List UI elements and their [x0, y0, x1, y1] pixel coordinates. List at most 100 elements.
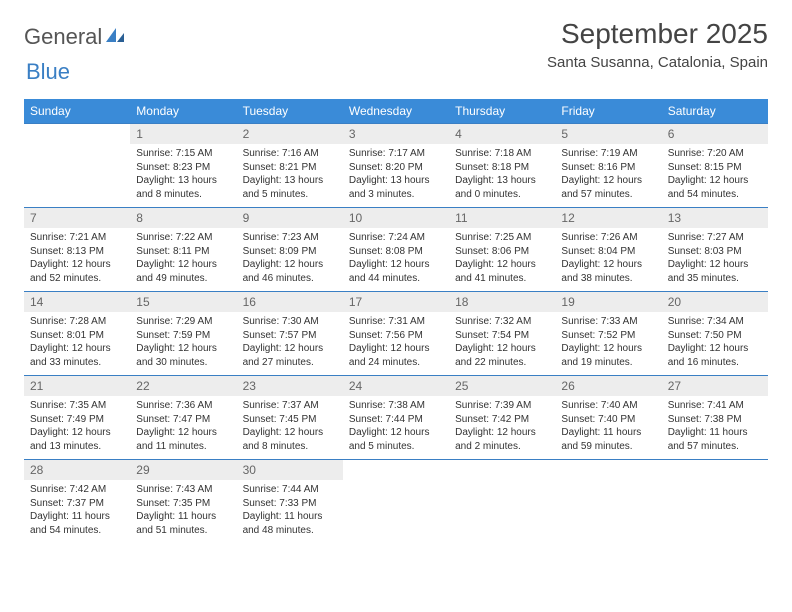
- sunrise-value: 7:39 AM: [495, 400, 532, 411]
- day-cell: .: [555, 460, 661, 544]
- sunset-value: 8:03 PM: [704, 246, 741, 257]
- day-cell: 10Sunrise: 7:24 AMSunset: 8:08 PMDayligh…: [343, 208, 449, 292]
- sunset-label: Sunset:: [136, 246, 173, 257]
- day-content: Sunrise: 7:33 AMSunset: 7:52 PMDaylight:…: [555, 312, 661, 375]
- sunset-label: Sunset:: [561, 246, 598, 257]
- sunrise-label: Sunrise:: [136, 316, 175, 327]
- daylight-label: Daylight:: [349, 427, 391, 438]
- sunset-label: Sunset:: [668, 330, 705, 341]
- daylight-label: Daylight:: [243, 259, 285, 270]
- day-content: Sunrise: 7:18 AMSunset: 8:18 PMDaylight:…: [449, 144, 555, 207]
- sunrise-value: 7:41 AM: [707, 400, 744, 411]
- daylight-label: Daylight:: [349, 343, 391, 354]
- sunset-label: Sunset:: [561, 330, 598, 341]
- sunrise-value: 7:19 AM: [601, 148, 638, 159]
- sunset-label: Sunset:: [30, 414, 67, 425]
- sunrise-label: Sunrise:: [668, 316, 707, 327]
- day-content: Sunrise: 7:37 AMSunset: 7:45 PMDaylight:…: [237, 396, 343, 459]
- day-content: Sunrise: 7:23 AMSunset: 8:09 PMDaylight:…: [237, 228, 343, 291]
- day-content: Sunrise: 7:21 AMSunset: 8:13 PMDaylight:…: [24, 228, 130, 291]
- daylight-label: Daylight:: [561, 259, 603, 270]
- day-number: 17: [343, 292, 449, 312]
- day-cell: 26Sunrise: 7:40 AMSunset: 7:40 PMDayligh…: [555, 376, 661, 460]
- sunset-value: 8:08 PM: [386, 246, 423, 257]
- day-cell: 22Sunrise: 7:36 AMSunset: 7:47 PMDayligh…: [130, 376, 236, 460]
- sunset-label: Sunset:: [136, 498, 173, 509]
- sunrise-value: 7:37 AM: [282, 400, 319, 411]
- sunset-label: Sunset:: [455, 162, 492, 173]
- day-number: 9: [237, 208, 343, 228]
- day-content: Sunrise: 7:31 AMSunset: 7:56 PMDaylight:…: [343, 312, 449, 375]
- sunset-label: Sunset:: [136, 330, 173, 341]
- sunset-value: 8:11 PM: [173, 246, 210, 257]
- sunset-label: Sunset:: [455, 246, 492, 257]
- day-number: 25: [449, 376, 555, 396]
- sunrise-label: Sunrise:: [349, 400, 388, 411]
- day-number: 2: [237, 124, 343, 144]
- sunrise-label: Sunrise:: [136, 484, 175, 495]
- day-content: Sunrise: 7:25 AMSunset: 8:06 PMDaylight:…: [449, 228, 555, 291]
- sunrise-label: Sunrise:: [455, 316, 494, 327]
- sunrise-value: 7:38 AM: [388, 400, 425, 411]
- sunset-value: 7:56 PM: [386, 330, 423, 341]
- sunset-label: Sunset:: [668, 162, 705, 173]
- day-cell: 29Sunrise: 7:43 AMSunset: 7:35 PMDayligh…: [130, 460, 236, 544]
- day-number: 24: [343, 376, 449, 396]
- sunrise-label: Sunrise:: [30, 484, 69, 495]
- sunrise-label: Sunrise:: [455, 400, 494, 411]
- daylight-label: Daylight:: [30, 259, 72, 270]
- day-number: 28: [24, 460, 130, 480]
- sunrise-label: Sunrise:: [455, 232, 494, 243]
- sunrise-value: 7:42 AM: [69, 484, 106, 495]
- sunset-value: 8:21 PM: [279, 162, 316, 173]
- day-cell: .: [662, 460, 768, 544]
- daylight-label: Daylight:: [455, 259, 497, 270]
- sunrise-value: 7:36 AM: [176, 400, 213, 411]
- sunrise-value: 7:27 AM: [707, 232, 744, 243]
- sunrise-label: Sunrise:: [561, 400, 600, 411]
- day-cell: 7Sunrise: 7:21 AMSunset: 8:13 PMDaylight…: [24, 208, 130, 292]
- day-cell: 27Sunrise: 7:41 AMSunset: 7:38 PMDayligh…: [662, 376, 768, 460]
- sunrise-value: 7:34 AM: [707, 316, 744, 327]
- sunrise-label: Sunrise:: [561, 316, 600, 327]
- sunset-label: Sunset:: [455, 414, 492, 425]
- sunrise-value: 7:31 AM: [388, 316, 425, 327]
- daylight-label: Daylight:: [136, 343, 178, 354]
- week-row: 21Sunrise: 7:35 AMSunset: 7:49 PMDayligh…: [24, 376, 768, 460]
- sunrise-value: 7:44 AM: [282, 484, 319, 495]
- sunset-value: 7:54 PM: [492, 330, 529, 341]
- dayname-mon: Monday: [130, 99, 236, 124]
- sunset-value: 8:01 PM: [67, 330, 104, 341]
- day-number: 16: [237, 292, 343, 312]
- day-content: Sunrise: 7:36 AMSunset: 7:47 PMDaylight:…: [130, 396, 236, 459]
- sunrise-value: 7:22 AM: [176, 232, 213, 243]
- logo-text-general: General: [24, 24, 102, 50]
- daylight-label: Daylight:: [668, 427, 710, 438]
- day-number: 15: [130, 292, 236, 312]
- dayname-thu: Thursday: [449, 99, 555, 124]
- dayname-tue: Tuesday: [237, 99, 343, 124]
- day-cell: .: [343, 460, 449, 544]
- sunset-value: 7:50 PM: [704, 330, 741, 341]
- day-content: Sunrise: 7:16 AMSunset: 8:21 PMDaylight:…: [237, 144, 343, 207]
- daylight-label: Daylight:: [243, 427, 285, 438]
- sunrise-value: 7:15 AM: [176, 148, 213, 159]
- day-number: 20: [662, 292, 768, 312]
- day-cell: 9Sunrise: 7:23 AMSunset: 8:09 PMDaylight…: [237, 208, 343, 292]
- sunrise-label: Sunrise:: [668, 232, 707, 243]
- sunrise-label: Sunrise:: [136, 400, 175, 411]
- day-cell: 18Sunrise: 7:32 AMSunset: 7:54 PMDayligh…: [449, 292, 555, 376]
- day-cell: 20Sunrise: 7:34 AMSunset: 7:50 PMDayligh…: [662, 292, 768, 376]
- sunset-label: Sunset:: [349, 414, 386, 425]
- day-content: Sunrise: 7:24 AMSunset: 8:08 PMDaylight:…: [343, 228, 449, 291]
- sunrise-label: Sunrise:: [30, 316, 69, 327]
- sunset-value: 7:45 PM: [279, 414, 316, 425]
- week-row: 28Sunrise: 7:42 AMSunset: 7:37 PMDayligh…: [24, 460, 768, 544]
- day-number: 19: [555, 292, 661, 312]
- dayname-wed: Wednesday: [343, 99, 449, 124]
- day-number: 18: [449, 292, 555, 312]
- day-number: 30: [237, 460, 343, 480]
- sunset-label: Sunset:: [349, 246, 386, 257]
- day-cell: 16Sunrise: 7:30 AMSunset: 7:57 PMDayligh…: [237, 292, 343, 376]
- sunset-label: Sunset:: [455, 330, 492, 341]
